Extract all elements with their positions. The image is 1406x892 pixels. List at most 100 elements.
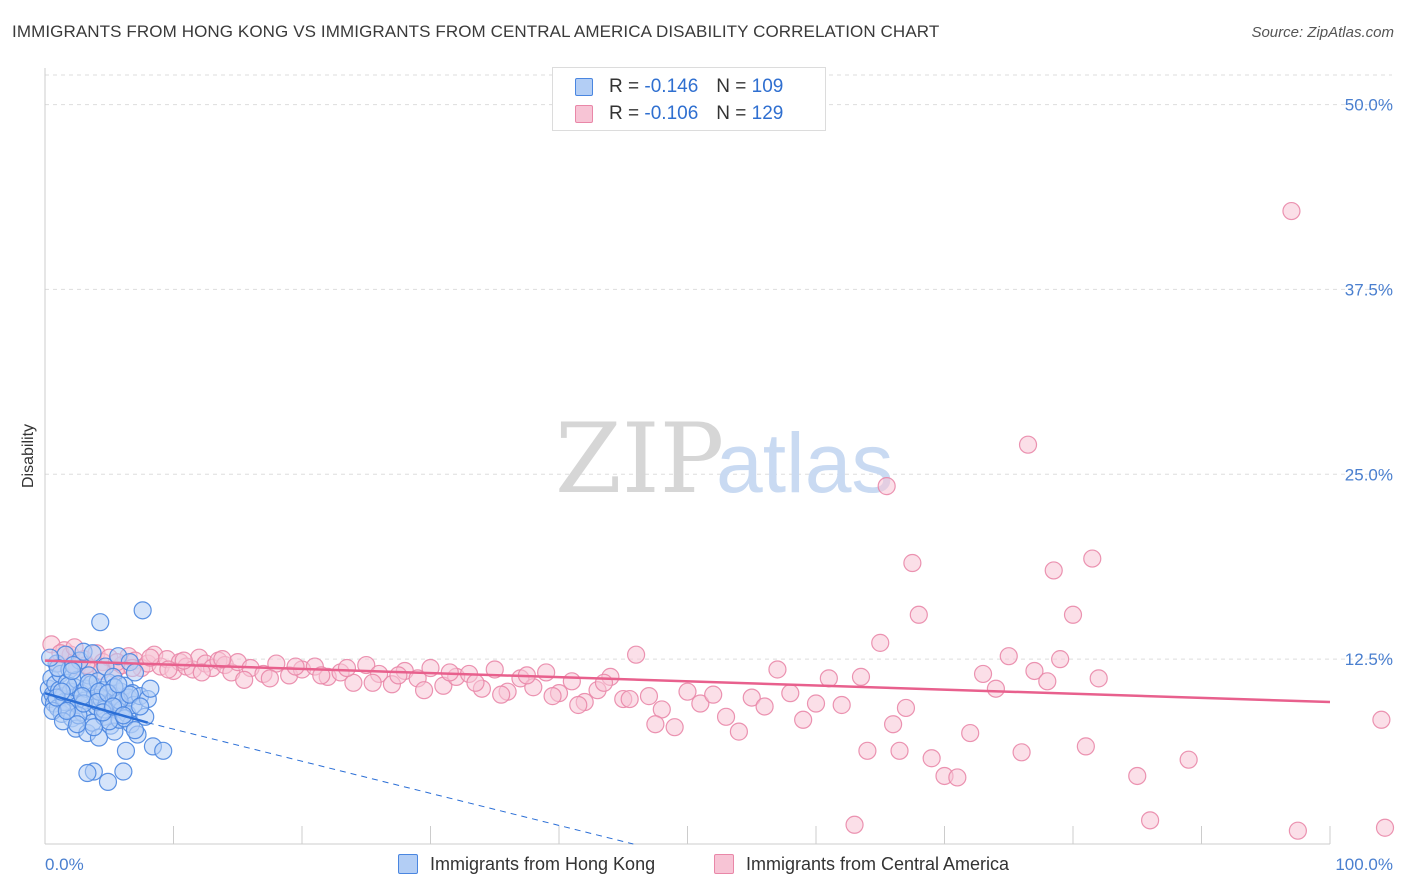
central-america-point [312,666,331,685]
central-america-point [1083,549,1102,568]
central-america-point [877,477,896,496]
central-america-point [1025,661,1044,681]
chart-source: Source: ZipAtlas.com [1251,24,1394,41]
x-tick-label-max: 100.0% [1335,855,1393,874]
central-america-point [858,741,877,760]
hong-kong-point [98,772,118,791]
central-america-point [174,651,193,670]
hong-kong-point [154,741,173,760]
central-america-point [973,664,993,684]
central-america-point [537,663,556,682]
central-america-point [1288,821,1307,840]
central-america-point [562,672,581,691]
central-america-point [871,633,890,652]
central-america-point [363,673,382,692]
central-america-point [1140,811,1160,830]
central-america-point [1044,561,1063,580]
watermark-zip: ZIP [555,403,724,515]
chart-title: IMMIGRANTS FROM HONG KONG VS IMMIGRANTS … [12,22,940,41]
central-america-point [192,663,211,682]
central-america-point [569,695,588,715]
central-america-point [620,689,639,709]
central-america-point [337,658,357,678]
watermark-atlas: atlas [716,416,893,510]
legend-swatch-pink [575,105,593,123]
hong-kong-point [109,675,128,694]
central-america-point [235,670,254,689]
hong-kong-point [130,697,150,716]
correlation-legend: R = -0.146 N = 109 R = -0.106 N = 129 [552,67,826,131]
central-america-point [1375,818,1395,837]
central-america-point [1051,650,1070,669]
central-america-point [389,666,408,685]
central-america-point [948,768,967,787]
hong-kong-point [125,721,145,740]
central-america-point [755,697,774,716]
hong-kong-point [120,685,139,704]
legend-r-value: -0.146 [644,76,699,97]
hong-kong-point [84,718,103,737]
legend-n-value: 129 [751,103,784,124]
central-america-point [414,681,434,700]
central-america-point [639,687,659,706]
legend-r-label: R = [609,76,640,97]
hong-kong-point [133,601,152,620]
x-tick-label-min: 0.0% [45,855,84,874]
central-america-point [141,648,160,667]
central-america-point [466,673,485,692]
legend-swatch-blue [575,78,593,96]
central-america-point [729,722,749,741]
central-america-point [922,749,941,768]
central-america-point [594,673,614,692]
hong-kong-point [78,763,97,783]
y-tick-label: 12.5% [1345,650,1393,669]
central-america-point [832,695,851,715]
central-america-point [492,685,511,704]
central-america-point [896,698,916,718]
central-america-point [704,685,723,704]
central-america-point [851,667,871,686]
hong-kong-point [141,679,160,698]
legend-row-hong-kong: R = -0.146 N = 109 [575,76,783,98]
central-america-point [819,669,838,688]
legend-n-value: 109 [751,76,784,97]
hong-kong-point [68,715,87,734]
hong-kong-point [116,741,136,760]
central-america-point [213,650,232,669]
legend-n-label: N = [716,103,747,124]
central-america-point [1063,605,1083,624]
hong-kong-point [91,613,110,632]
central-america-point [1012,743,1031,762]
legend-n-label: N = [716,76,747,97]
hong-kong-points [39,601,173,791]
central-america-point [1128,766,1147,786]
y-tick-label: 50.0% [1345,96,1393,115]
hong-kong-point [125,663,145,682]
central-america-point [909,605,928,624]
y-tick-label: 37.5% [1345,280,1393,299]
bottom-legend-hong-kong: Immigrants from Hong Kong [398,852,655,876]
central-america-point [1038,672,1057,691]
central-america-point [999,647,1018,666]
central-america-point [646,715,665,734]
hong-kong-point [114,762,133,781]
central-america-point [1076,737,1095,756]
legend-row-central-america: R = -0.106 N = 129 [575,103,783,125]
y-tick-label: 25.0% [1345,465,1393,484]
central-america-point [543,687,562,706]
central-america-point [1089,669,1108,688]
central-america-points [42,201,1395,840]
central-america-point [626,645,646,664]
hong-kong-point [41,648,60,667]
legend-r-value: -0.106 [644,103,699,124]
central-america-point [742,688,761,707]
hong-kong-trend-line [44,691,149,724]
central-america-point [883,715,903,734]
central-america-trend-line [44,659,1331,704]
central-america-point [1372,710,1391,729]
central-america-point [806,694,826,713]
hong-kong-point [57,701,76,721]
grid-lines [45,74,1392,660]
central-america-point [961,723,980,743]
